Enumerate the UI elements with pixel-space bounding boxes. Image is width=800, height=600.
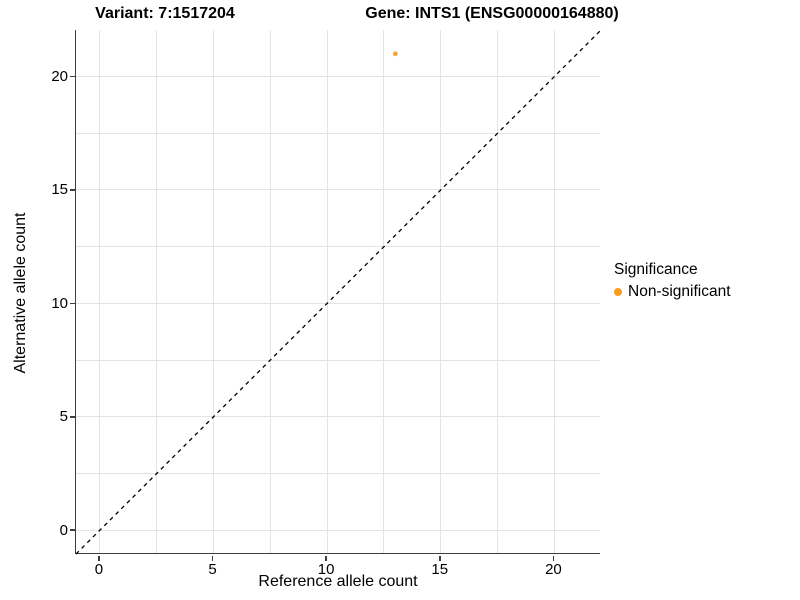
x-tick-label: 0 (94, 561, 104, 578)
legend: Significance Non-significant (614, 261, 731, 301)
x-tick-label: 15 (431, 561, 449, 578)
legend-title: Significance (614, 261, 698, 278)
gridline-vertical (326, 30, 328, 553)
y-tick-label: 20 (51, 68, 68, 85)
y-tick-label: 0 (59, 521, 68, 539)
y-tick-label: 5 (59, 408, 68, 426)
y-axis-tick (70, 189, 75, 191)
y-axis-tick (70, 75, 75, 78)
gridline-horizontal (76, 529, 600, 531)
gridline-horizontal (76, 246, 600, 248)
y-tick-label: 10 (51, 294, 68, 312)
x-axis-title: Reference allele count (258, 573, 418, 590)
gridline-vertical (440, 30, 442, 553)
y-axis-tick (70, 302, 75, 305)
x-tick-label: 10 (317, 561, 335, 578)
gridline-vertical (553, 30, 555, 553)
y-tick-label: 15 (51, 181, 68, 199)
gridline-horizontal (76, 472, 600, 474)
x-axis-tick (439, 555, 441, 561)
y-axis-tick (70, 416, 75, 418)
gridline-horizontal (76, 76, 600, 77)
legend-item-label: Non-significant (628, 283, 731, 300)
legend-item-non-significant: Non-significant (614, 283, 731, 301)
x-axis-tick (211, 555, 214, 561)
x-axis-tick (325, 555, 327, 561)
plot-geometry (75, 29, 602, 555)
data-point (392, 51, 398, 57)
x-tick-label: 5 (208, 561, 217, 578)
plot-panel (75, 29, 602, 555)
x-tick-label: 20 (545, 561, 562, 578)
y-axis-tick (70, 529, 75, 531)
gridline-horizontal (76, 302, 600, 304)
gridline-vertical (213, 30, 214, 553)
gridline-vertical (269, 30, 271, 553)
gridline-vertical (497, 30, 499, 553)
data-points-layer (392, 51, 398, 57)
gridline-vertical (383, 30, 385, 553)
gridline-horizontal (76, 189, 600, 191)
gridline-vertical (99, 30, 101, 553)
plot-title-gene: Gene: INTS1 (ENSG00000164880) (365, 5, 619, 22)
gridline-horizontal (76, 416, 600, 418)
x-axis-tick (98, 555, 100, 561)
x-axis-tick (552, 555, 555, 561)
gridline-vertical (156, 30, 158, 553)
legend-point-icon (614, 288, 622, 296)
gridline-horizontal (76, 359, 600, 361)
identity-dashed-line (75, 29, 602, 555)
gridline-horizontal (76, 132, 600, 134)
plot-title-variant: Variant: 7:1517204 (95, 5, 235, 22)
y-axis-title: Alternative allele count (12, 212, 29, 374)
